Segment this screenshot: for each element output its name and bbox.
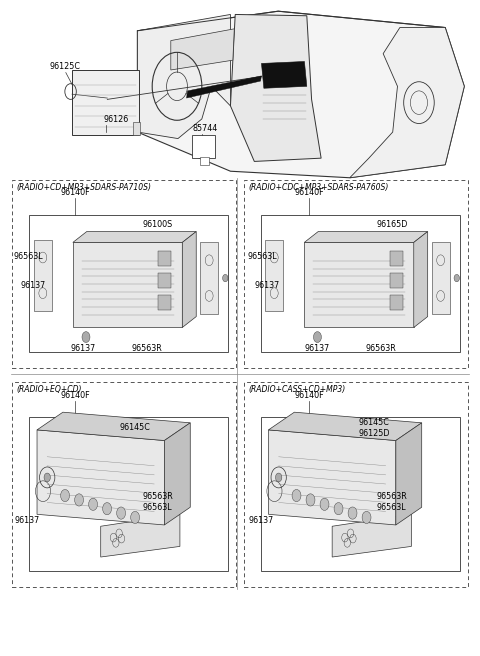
Polygon shape — [37, 430, 164, 525]
Polygon shape — [73, 243, 182, 327]
Circle shape — [131, 511, 140, 523]
FancyBboxPatch shape — [261, 215, 459, 352]
Text: 96140F: 96140F — [60, 391, 90, 400]
FancyBboxPatch shape — [72, 70, 139, 135]
Circle shape — [74, 494, 84, 506]
Text: 96137: 96137 — [304, 344, 330, 354]
Polygon shape — [396, 423, 422, 525]
Text: 96140F: 96140F — [294, 188, 324, 197]
FancyBboxPatch shape — [158, 295, 171, 310]
Circle shape — [362, 511, 371, 523]
Circle shape — [44, 473, 50, 482]
FancyBboxPatch shape — [29, 215, 228, 352]
FancyBboxPatch shape — [244, 382, 468, 587]
FancyBboxPatch shape — [200, 157, 208, 165]
Polygon shape — [171, 29, 234, 70]
Circle shape — [320, 498, 329, 510]
FancyBboxPatch shape — [390, 251, 403, 266]
Text: 96125D: 96125D — [359, 429, 390, 438]
Text: 96563L: 96563L — [376, 503, 406, 512]
Circle shape — [334, 502, 343, 515]
Text: 96563L: 96563L — [142, 503, 172, 512]
Text: (RADIO+EQ+CD): (RADIO+EQ+CD) — [17, 386, 82, 394]
Text: 96100S: 96100S — [142, 220, 172, 230]
Circle shape — [60, 489, 70, 502]
Circle shape — [306, 494, 315, 506]
Polygon shape — [187, 76, 262, 98]
FancyBboxPatch shape — [34, 239, 52, 311]
Text: 96145C: 96145C — [120, 422, 151, 432]
FancyBboxPatch shape — [390, 295, 403, 310]
Text: (RADIO+CDC+MP3+SDARS-PA760S): (RADIO+CDC+MP3+SDARS-PA760S) — [248, 183, 388, 192]
Text: 96137: 96137 — [249, 516, 274, 525]
Polygon shape — [304, 243, 414, 327]
FancyBboxPatch shape — [200, 243, 218, 314]
FancyBboxPatch shape — [29, 417, 228, 571]
FancyBboxPatch shape — [390, 273, 403, 289]
Polygon shape — [268, 430, 396, 525]
Circle shape — [103, 502, 111, 515]
FancyBboxPatch shape — [432, 243, 450, 314]
Text: 96563L: 96563L — [13, 252, 43, 260]
Polygon shape — [262, 62, 307, 89]
Polygon shape — [268, 412, 422, 441]
Polygon shape — [73, 232, 196, 243]
Circle shape — [292, 489, 301, 502]
Polygon shape — [350, 28, 464, 178]
Text: 96137: 96137 — [71, 344, 96, 354]
Text: 96563R: 96563R — [365, 344, 396, 354]
Circle shape — [454, 274, 459, 282]
Text: 96137: 96137 — [254, 281, 279, 290]
FancyBboxPatch shape — [133, 121, 140, 134]
Text: 85744: 85744 — [192, 125, 217, 133]
FancyBboxPatch shape — [261, 417, 459, 571]
Polygon shape — [414, 232, 428, 327]
FancyBboxPatch shape — [12, 382, 236, 587]
Text: 96125C: 96125C — [49, 62, 80, 72]
Text: (RADIO+CD+MP3+SDARS-PA710S): (RADIO+CD+MP3+SDARS-PA710S) — [17, 183, 152, 192]
Text: (RADIO+CASS+CD+MP3): (RADIO+CASS+CD+MP3) — [248, 386, 346, 394]
Text: 96137: 96137 — [21, 281, 46, 290]
Circle shape — [89, 498, 97, 510]
Text: 96165D: 96165D — [376, 220, 408, 230]
FancyBboxPatch shape — [158, 273, 171, 289]
Text: 96137: 96137 — [15, 516, 40, 525]
Circle shape — [348, 507, 357, 519]
FancyBboxPatch shape — [244, 180, 468, 369]
Circle shape — [223, 274, 228, 282]
Polygon shape — [304, 232, 428, 243]
Circle shape — [117, 507, 126, 519]
Polygon shape — [332, 514, 411, 557]
Polygon shape — [137, 14, 230, 138]
Polygon shape — [164, 423, 190, 525]
Text: 96563L: 96563L — [247, 252, 277, 260]
Text: 96145C: 96145C — [359, 419, 389, 427]
Circle shape — [276, 473, 282, 482]
FancyBboxPatch shape — [265, 239, 283, 311]
Text: 96563R: 96563R — [131, 344, 162, 354]
Polygon shape — [101, 514, 180, 557]
Circle shape — [82, 332, 90, 342]
Text: 96563R: 96563R — [376, 492, 407, 501]
Polygon shape — [37, 412, 190, 441]
FancyBboxPatch shape — [158, 251, 171, 266]
Text: 96140F: 96140F — [294, 391, 324, 400]
Text: 96126: 96126 — [104, 115, 129, 124]
FancyBboxPatch shape — [12, 180, 236, 369]
Circle shape — [313, 332, 322, 342]
FancyBboxPatch shape — [192, 135, 215, 158]
Polygon shape — [230, 14, 321, 161]
Text: 96563R: 96563R — [142, 492, 173, 501]
Text: 96140F: 96140F — [60, 188, 90, 197]
Polygon shape — [137, 11, 464, 178]
Polygon shape — [182, 232, 196, 327]
